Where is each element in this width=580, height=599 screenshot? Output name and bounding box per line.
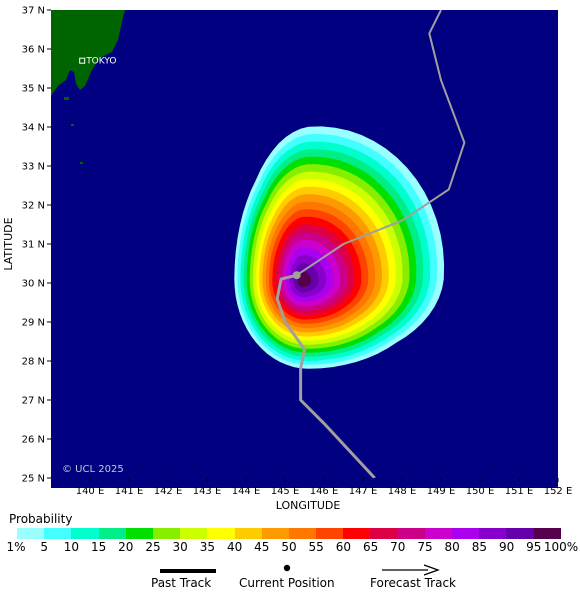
- x-axis-title: LONGITUDE: [276, 499, 341, 512]
- y-axis-title: LATITUDE: [2, 217, 15, 270]
- lat-tick-label: 28 N: [22, 357, 45, 368]
- lat-tick-label: 26 N: [22, 435, 45, 446]
- probability-swatch: [370, 528, 398, 539]
- lat-tick-label: 33 N: [22, 162, 45, 173]
- lon-tick-label: 150 E: [466, 486, 495, 497]
- past-track-swatch: [160, 569, 216, 573]
- probability-swatch: [343, 528, 371, 539]
- lat-tick-label: 34 N: [22, 123, 45, 134]
- probability-level-label: 30: [172, 540, 188, 554]
- lon-tick-label: 149 E: [427, 486, 456, 497]
- city-marker: [79, 57, 86, 64]
- probability-level-label: 80: [444, 540, 460, 554]
- probability-level-label: 50: [281, 540, 297, 554]
- lat-tick-label: 25 N: [22, 474, 45, 485]
- probability-level-label: 1%: [6, 540, 26, 554]
- probability-swatch: [288, 528, 317, 539]
- probability-swatch: [44, 528, 72, 539]
- track-legend: Past Track Current Position Forecast Tra…: [0, 562, 580, 592]
- lat-tick-label: 36 N: [22, 45, 45, 56]
- probability-level-label: 65: [362, 540, 379, 554]
- lon-tick-label: 140 E: [76, 486, 105, 497]
- lon-tick-label: 141 E: [115, 486, 144, 497]
- probability-swatch: [533, 528, 561, 539]
- probability-swatch: [424, 528, 452, 539]
- lon-tick-label: 147 E: [349, 486, 378, 497]
- forecast-track-label: Forecast Track: [370, 576, 456, 590]
- probability-level-label: 40: [226, 540, 243, 554]
- probability-swatch: [71, 528, 99, 539]
- probability-contour: [297, 271, 312, 288]
- lon-tick-label: 146 E: [310, 486, 339, 497]
- current-position-marker: [292, 271, 301, 280]
- probability-swatch: [207, 528, 235, 539]
- city-label-tokyo: TOKYO: [85, 57, 116, 67]
- lon-tick-label: 145 E: [271, 486, 300, 497]
- lon-tick-label: 148 E: [388, 486, 417, 497]
- probability-swatch: [261, 528, 289, 539]
- latitude-ticks: 25 N 26 N 27 N 28 N 29 N 30 N 31 N 32 N 33 N 34 N…: [22, 6, 51, 485]
- past-track-label: Past Track: [151, 576, 212, 590]
- lon-tick-label: 152 E: [544, 486, 573, 497]
- probability-swatch: [506, 528, 534, 539]
- forecast-track: [296, 10, 466, 277]
- longitude-ticks: 140 E 141 E 142 E 143 E 144 E 145 E 146 E 147 E…: [76, 478, 573, 497]
- probability-level-label: 85: [471, 540, 488, 554]
- current-position-swatch: [283, 564, 291, 572]
- probability-level-label: 20: [118, 540, 134, 554]
- land-japan: [51, 10, 125, 164]
- probability-level-label: 10: [63, 540, 80, 554]
- lat-tick-label: 35 N: [22, 84, 45, 95]
- lat-tick-label: 32 N: [22, 201, 45, 212]
- lat-tick-label: 29 N: [22, 318, 45, 329]
- lon-tick-label: 144 E: [232, 486, 261, 497]
- past-track: [275, 273, 376, 478]
- lat-tick-label: 30 N: [22, 279, 45, 290]
- lat-tick-label: 27 N: [22, 396, 45, 407]
- probability-level-label: 45: [254, 540, 270, 554]
- probability-level-label: 70: [390, 540, 406, 554]
- probability-level-label: 100%: [543, 540, 579, 554]
- current-position-label: Current Position: [239, 576, 335, 590]
- probability-level-label: 60: [335, 540, 352, 554]
- probability-swatch: [479, 528, 507, 539]
- probability-swatch: [98, 528, 126, 539]
- probability-colorbar: [17, 528, 561, 539]
- probability-level-label: 25: [145, 540, 161, 554]
- probability-level-label: 90: [498, 540, 515, 554]
- forecast-track-swatch: [382, 564, 440, 576]
- probability-colorbar-labels: 1% 5 10 15 20 25 30 35 40 45 50 55 60 65 70 75 80 85 90 95 1…: [0, 540, 580, 554]
- probability-swatch: [17, 528, 45, 539]
- probability-swatch: [234, 528, 262, 539]
- lat-tick-label: 37 N: [22, 6, 45, 17]
- storm-probability-map: TOKYO © UCL 2025 25 N 26 N 27 N 28 N 29 N 30 …: [2, 6, 573, 513]
- probability-swatch: [152, 528, 181, 539]
- probability-level-label: 55: [308, 540, 324, 554]
- probability-field: [234, 126, 445, 369]
- probability-level-label: 15: [90, 540, 107, 554]
- probability-swatch: [316, 528, 344, 539]
- lon-tick-label: 143 E: [193, 486, 222, 497]
- probability-legend-title: Probability: [9, 512, 73, 526]
- probability-level-label: 75: [417, 540, 433, 554]
- lat-tick-label: 31 N: [22, 240, 45, 251]
- probability-level-label: 35: [199, 540, 216, 554]
- lon-tick-label: 151 E: [505, 486, 534, 497]
- probability-level-label: 95: [526, 540, 542, 554]
- copyright-text: © UCL 2025: [62, 464, 124, 475]
- probability-level-label: 5: [40, 540, 49, 554]
- probability-swatch: [397, 528, 425, 539]
- probability-swatch: [125, 528, 153, 539]
- probability-swatch: [452, 528, 480, 539]
- probability-swatch: [180, 528, 208, 539]
- lon-tick-label: 142 E: [154, 486, 183, 497]
